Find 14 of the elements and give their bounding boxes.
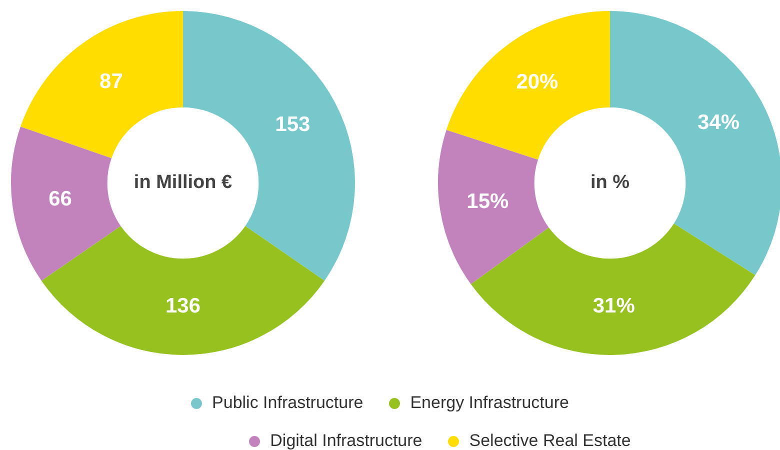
text: in Million € bbox=[134, 172, 233, 194]
data-label: 66 bbox=[48, 187, 72, 210]
data-label: 153 bbox=[275, 113, 310, 136]
legend-label: Selective Real Estate bbox=[469, 431, 631, 450]
data-label: 15% bbox=[466, 190, 510, 214]
legend-label: Energy Infrastructure bbox=[410, 393, 569, 413]
data-label: 34% bbox=[698, 111, 740, 134]
data-label: 31% bbox=[592, 294, 636, 318]
data-label: 136 bbox=[165, 294, 201, 318]
legend-label: Digital Infrastructure bbox=[270, 431, 422, 450]
text: in % bbox=[590, 172, 630, 194]
data-label: 87 bbox=[100, 70, 123, 93]
legend-label: Public Infrastructure bbox=[212, 393, 364, 413]
data-label: 20% bbox=[516, 70, 559, 94]
